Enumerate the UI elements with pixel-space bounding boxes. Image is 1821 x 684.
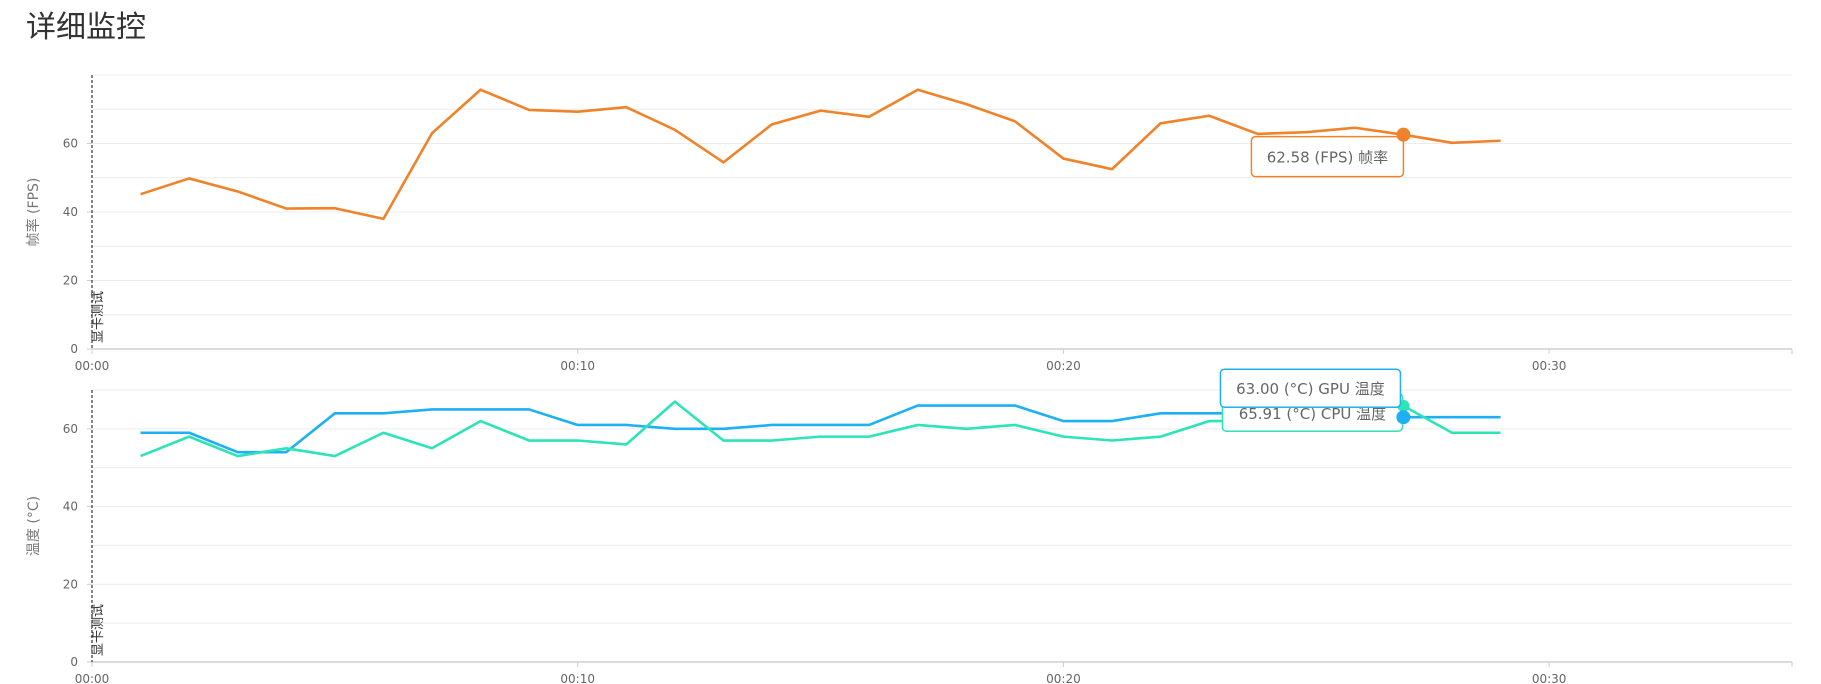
tooltip-text-cpu: 65.91 (°C) CPU 温度 <box>1239 405 1386 423</box>
page-title: 详细监控 <box>26 10 146 45</box>
y-tick-label: 60 <box>63 137 78 151</box>
series-line-帧率 <box>140 88 1501 221</box>
y-tick-label: 40 <box>63 500 78 514</box>
chart-temp: 0 20 40 60 00:00 00:10 00:20 00:30 温度 (°C) 显卡测试 65… <box>26 368 1793 684</box>
y-axis-title: 帧率 (FPS) <box>25 178 42 247</box>
marker-label: 显卡测试 <box>91 604 106 656</box>
tooltip-text: 62.58 (FPS) 帧率 <box>1267 149 1388 167</box>
y-axis-title: 温度 (°C) <box>26 496 42 556</box>
x-tick-label: 00:10 <box>560 672 595 684</box>
y-tick-label: 0 <box>70 342 78 356</box>
chart-fps: 0 20 40 60 00:00 00:10 00:20 00:30 帧率 (FPS) 显卡测试 6… <box>25 74 1793 373</box>
x-tick-label: 00:20 <box>1046 672 1081 684</box>
y-tick-label: 40 <box>63 205 78 219</box>
tooltip-text-gpu: 63.00 (°C) GPU 温度 <box>1236 380 1385 398</box>
x-tick-label: 00:00 <box>75 359 110 373</box>
y-tick-label: 60 <box>63 422 78 436</box>
x-tick-label: 00:00 <box>75 672 110 684</box>
y-tick-label: 20 <box>63 577 78 591</box>
x-tick-label: 00:30 <box>1532 672 1567 684</box>
tooltip-point-gpu[interactable] <box>1396 410 1411 425</box>
y-tick-label: 0 <box>70 655 78 669</box>
tooltip-box <box>1250 135 1405 178</box>
marker-label: 显卡测试 <box>91 291 106 343</box>
y-tick-label: 20 <box>63 274 78 288</box>
tooltip-point[interactable] <box>1396 127 1411 142</box>
tooltip-box-gpu <box>1219 368 1402 408</box>
x-tick-label: 00:20 <box>1046 359 1081 373</box>
x-tick-label: 00:30 <box>1532 359 1567 373</box>
x-tick-label: 00:10 <box>560 359 595 373</box>
